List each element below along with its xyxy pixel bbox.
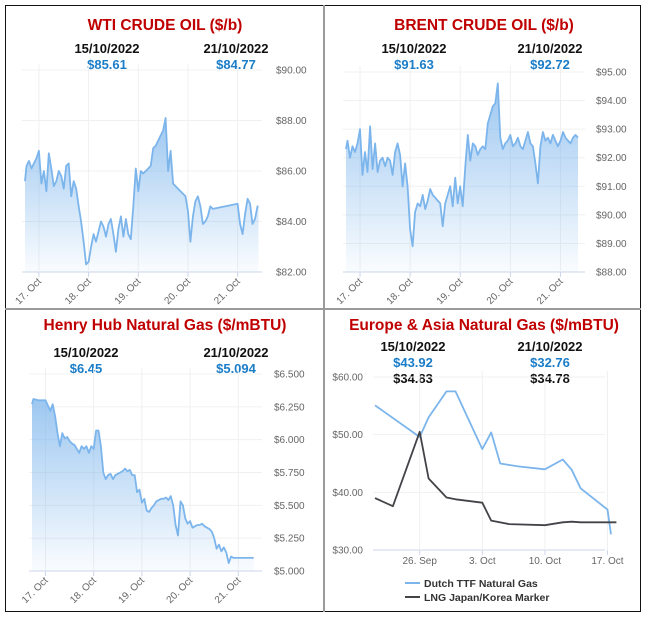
series-line-brent[interactable] bbox=[345, 82, 579, 248]
x-tick-label: 26. Sep bbox=[402, 556, 437, 567]
x-tick-label: 21. Oct bbox=[212, 276, 243, 307]
value-right-ttf: $32.76 bbox=[530, 355, 570, 370]
x-tick-label: 18. Oct bbox=[63, 276, 94, 307]
x-tick-label: 17. Oct bbox=[13, 276, 44, 307]
date-right: 21/10/2022 bbox=[203, 345, 269, 360]
y-tick-label: $6.000 bbox=[274, 435, 305, 446]
y-tick-label: $50.00 bbox=[332, 430, 363, 441]
x-tick-label: 18. Oct bbox=[385, 276, 416, 307]
x-tick-label: 17. Oct bbox=[591, 556, 623, 567]
y-tick-label: $60.00 bbox=[332, 373, 363, 384]
date-right: 21/10/2022 bbox=[203, 41, 269, 56]
x-tick-label: 21. Oct bbox=[213, 575, 244, 606]
y-tick-label: $30.00 bbox=[332, 546, 363, 557]
value-right: $84.77 bbox=[216, 57, 256, 72]
value-right: $5.094 bbox=[216, 361, 256, 376]
series-line-lng-japan-korea-marker[interactable] bbox=[374, 430, 617, 527]
date-left: 15/10/2022 bbox=[53, 345, 119, 360]
series-line-henry-hub[interactable] bbox=[31, 398, 254, 564]
y-tick-label: $91.00 bbox=[596, 182, 627, 193]
y-tick-label: $94.00 bbox=[596, 96, 627, 107]
series-area bbox=[346, 83, 578, 273]
panel-title: Henry Hub Natural Gas ($/mBTU) bbox=[43, 317, 287, 334]
x-tick-label: 17. Oct bbox=[335, 276, 366, 307]
panel-henry-hub: Henry Hub Natural Gas ($/mBTU) 15/10/202… bbox=[6, 310, 324, 612]
y-tick-label: $88.00 bbox=[596, 268, 627, 279]
series-area bbox=[32, 399, 254, 571]
chart-wti: $82.00 $84.00 $86.00 $88.00 $90.00 17. Oct 18.… bbox=[13, 64, 307, 307]
date-right: 21/10/2022 bbox=[517, 339, 583, 354]
value-left-ttf: $43.92 bbox=[393, 355, 433, 370]
chart-brent: $88.00 $89.00 $90.00 $91.00 $92.00 $93.00 $94.… bbox=[335, 66, 627, 307]
x-tick-label: 19. Oct bbox=[113, 276, 144, 307]
y-tick-label: $90.00 bbox=[596, 210, 627, 221]
panel-title: BRENT CRUDE OIL ($/b) bbox=[394, 17, 574, 34]
x-tick-label: 10. Oct bbox=[529, 556, 561, 567]
series-line-dutch-ttf-natural-gas[interactable] bbox=[374, 390, 612, 535]
x-tick-label: 20. Oct bbox=[165, 575, 196, 606]
x-tick-label: 17. Oct bbox=[20, 575, 51, 606]
date-right: 21/10/2022 bbox=[517, 41, 583, 56]
horizontal-divider bbox=[5, 308, 641, 310]
y-tick-label: $5.750 bbox=[274, 468, 305, 479]
panel-title: Europe & Asia Natural Gas ($/mBTU) bbox=[349, 317, 619, 334]
panel-title: WTI CRUDE OIL ($/b) bbox=[87, 17, 243, 34]
y-tick-label: $86.00 bbox=[276, 167, 307, 178]
y-tick-label: $6.500 bbox=[274, 370, 305, 381]
date-left: 15/10/2022 bbox=[381, 41, 447, 56]
y-tick-label: $84.00 bbox=[276, 217, 307, 228]
panel-wti: WTI CRUDE OIL ($/b) 15/10/2022 21/10/202… bbox=[6, 6, 324, 308]
series-area bbox=[25, 118, 259, 272]
value-left: $91.63 bbox=[394, 57, 434, 72]
series-line-wti[interactable] bbox=[24, 117, 259, 266]
y-tick-label: $88.00 bbox=[276, 116, 307, 127]
x-tick-label: 19. Oct bbox=[116, 575, 147, 606]
x-tick-label: 20. Oct bbox=[485, 276, 516, 307]
y-tick-label: $92.00 bbox=[596, 153, 627, 164]
x-tick-label: 3. Oct bbox=[469, 556, 496, 567]
value-right-lng: $34.78 bbox=[530, 371, 570, 386]
value-right: $92.72 bbox=[530, 57, 570, 72]
x-tick-label: 19. Oct bbox=[435, 276, 466, 307]
x-tick-label: 21. Oct bbox=[535, 276, 566, 307]
date-left: 15/10/2022 bbox=[380, 339, 446, 354]
y-tick-label: $5.500 bbox=[274, 501, 305, 512]
legend-item[interactable]: Dutch TTF Natural Gas bbox=[424, 578, 538, 590]
legend-item[interactable]: LNG Japan/Korea Marker bbox=[424, 592, 549, 604]
y-tick-label: $40.00 bbox=[332, 488, 363, 499]
date-left: 15/10/2022 bbox=[74, 41, 140, 56]
y-tick-label: $5.250 bbox=[274, 534, 305, 545]
x-tick-label: 18. Oct bbox=[68, 575, 99, 606]
x-tick-label: 20. Oct bbox=[162, 276, 193, 307]
panel-europe-asia-gas: Europe & Asia Natural Gas ($/mBTU) 15/10… bbox=[325, 310, 643, 612]
y-tick-label: $90.00 bbox=[276, 66, 307, 77]
value-left: $85.61 bbox=[87, 57, 127, 72]
y-tick-label: $93.00 bbox=[596, 125, 627, 136]
y-tick-label: $5.000 bbox=[274, 567, 305, 578]
y-tick-label: $82.00 bbox=[276, 268, 307, 279]
chart-europe-asia-gas: $30.00 $40.00 $50.00 $60.00 26. Sep 3. Oct 10.… bbox=[332, 371, 624, 604]
y-tick-label: $6.250 bbox=[274, 402, 305, 413]
panel-brent: BRENT CRUDE OIL ($/b) 15/10/2022 21/10/2… bbox=[325, 6, 643, 308]
y-tick-label: $95.00 bbox=[596, 68, 627, 79]
chart-henry-hub: $5.000 $5.250 $5.500 $5.750 $6.000 $6.250 $6.5… bbox=[20, 368, 305, 606]
y-tick-label: $89.00 bbox=[596, 239, 627, 250]
value-left-lng: $34.83 bbox=[393, 371, 433, 386]
